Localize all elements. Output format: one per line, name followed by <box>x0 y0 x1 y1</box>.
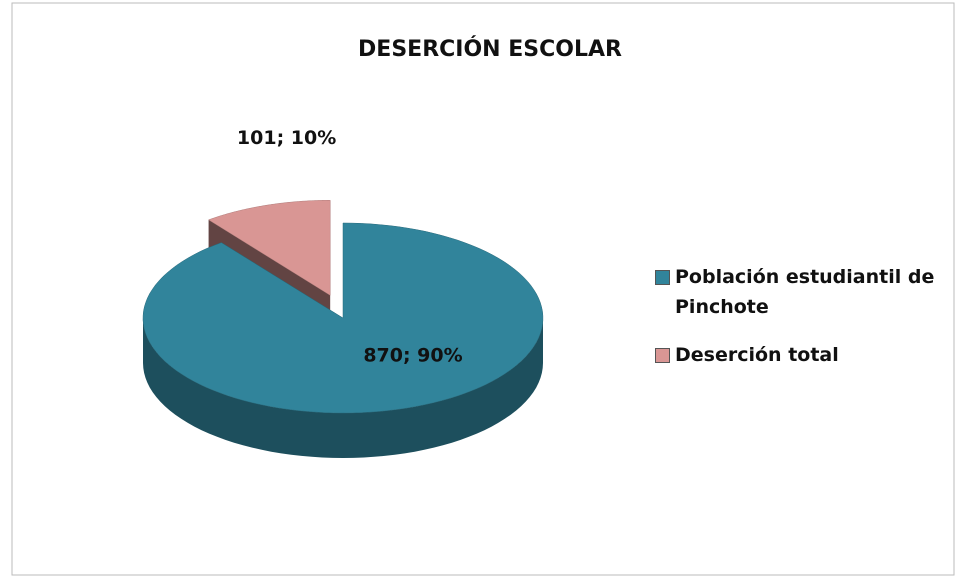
legend-swatch <box>655 270 670 285</box>
chart-title: DESERCIÓN ESCOLAR <box>358 36 622 62</box>
legend-item: Deserción total <box>655 340 950 370</box>
slice-top <box>142 222 544 414</box>
legend-item: Población estudiantil de Pinchote <box>655 262 950 322</box>
legend-label: Población estudiantil de Pinchote <box>675 266 935 318</box>
data-label: 870; 90% <box>363 345 462 367</box>
data-label: 101; 10% <box>237 127 336 149</box>
legend-label: Deserción total <box>675 344 839 366</box>
slice-side <box>143 318 543 458</box>
slice-top <box>208 200 331 296</box>
legend-swatch <box>655 348 670 363</box>
